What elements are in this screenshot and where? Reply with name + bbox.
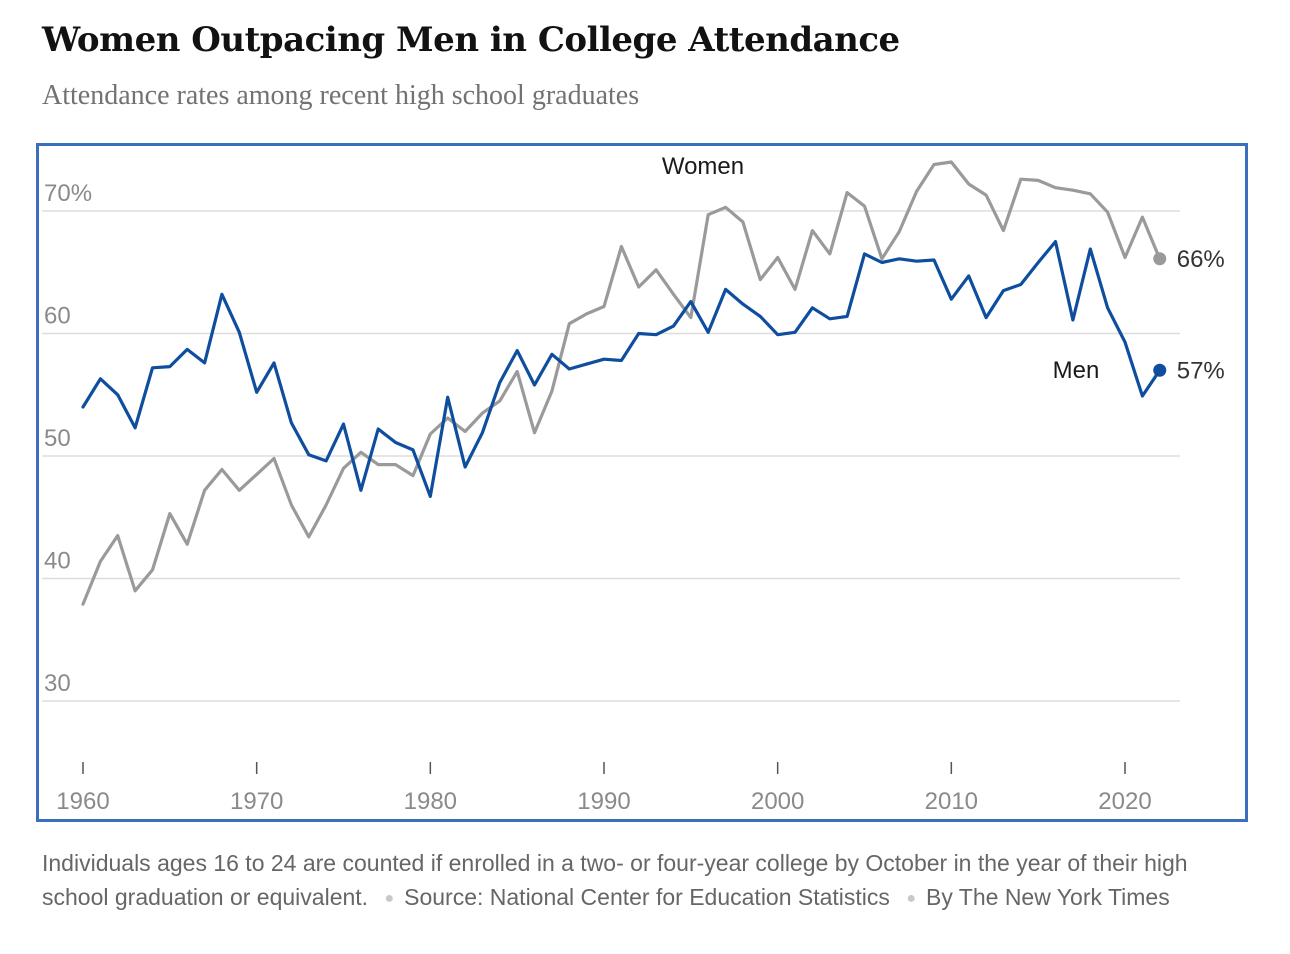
x-tick-label: 1980 [404, 788, 457, 815]
y-tick-label: 50 [44, 425, 71, 452]
separator-dot-icon: ● [906, 890, 916, 907]
chart-frame [36, 143, 1248, 822]
end-label-women: 66% [1177, 246, 1225, 273]
y-tick-label: 30 [44, 670, 71, 697]
x-tick-label: 2010 [925, 788, 978, 815]
y-tick-label: 60 [44, 303, 71, 330]
source-text: Source: National Center for Education St… [404, 884, 890, 910]
end-point-women [1153, 252, 1167, 266]
x-tick-label: 2000 [751, 788, 804, 815]
end-label-men: 57% [1177, 357, 1225, 384]
x-tick-label: 1990 [577, 788, 630, 815]
end-point-men [1153, 363, 1167, 377]
x-tick-label: 2020 [1098, 788, 1151, 815]
chart-footnote: Individuals ages 16 to 24 are counted if… [42, 846, 1242, 916]
series-line-men [81, 240, 1162, 498]
x-tick-label: 1970 [230, 788, 283, 815]
chart-title: Women Outpacing Men in College Attendanc… [42, 20, 900, 60]
series-annotation-women: Women [662, 153, 744, 180]
series-line-women [81, 160, 1162, 606]
separator-dot-icon: ● [384, 890, 395, 907]
x-tick-label: 1960 [56, 788, 109, 815]
chart-subtitle: Attendance rates among recent high schoo… [42, 80, 640, 111]
byline-text: By The New York Times [925, 884, 1170, 910]
y-tick-label: 40 [44, 548, 71, 575]
footnote-text: Individuals ages 16 to 24 are counted if… [42, 850, 1188, 910]
y-tick-label: 70% [44, 180, 92, 207]
series-annotation-men: Men [1053, 357, 1100, 384]
